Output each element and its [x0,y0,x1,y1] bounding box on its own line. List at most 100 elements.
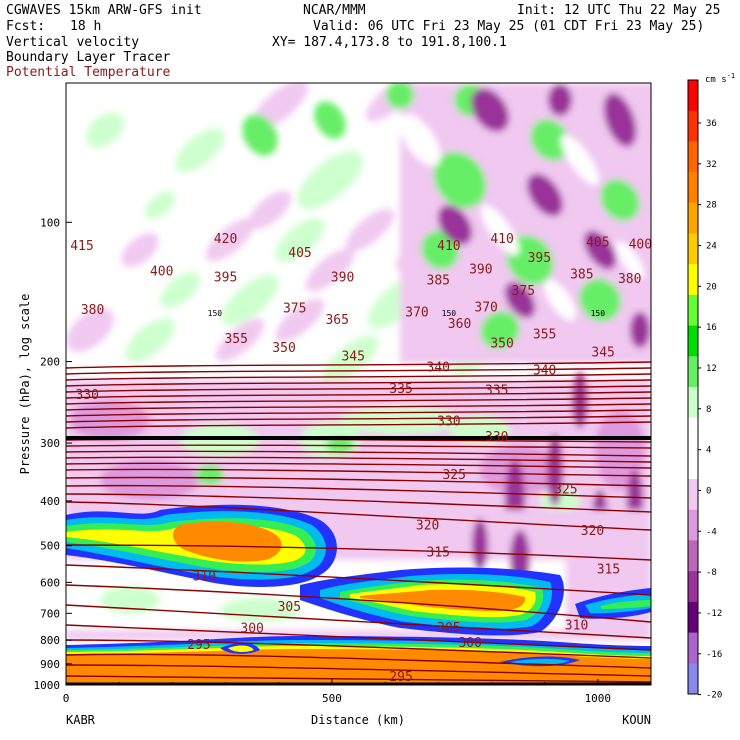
theta-label: 295 [187,638,210,653]
forecast-hour: 18 h [70,19,102,34]
forecast-label: Fcst: [6,19,46,34]
colorbar-swatch [688,110,698,142]
right-station: KOUN [622,713,651,727]
valid-time: Valid: 06 UTC Fri 23 May 25 (01 CDT Fri … [313,19,705,34]
y-axis-label: Pressure (hPa), log scale [18,294,32,475]
theta-label: 420 [214,232,237,247]
theta-label: 385 [570,267,593,282]
colorbar-label: 12 [706,364,717,374]
theta-label: 375 [283,302,306,317]
colorbar-swatch [688,294,698,327]
theta-label: 320 [581,524,604,539]
colorbar-label: -8 [706,568,717,578]
theta-label: 365 [325,313,348,328]
theta-label: 415 [70,239,93,254]
plot-frame [65,82,652,686]
theta-label: 355 [224,332,247,347]
cross-section-coords: XY= 187.4,173.8 to 191.8,100.1 [272,35,507,50]
theta-label: 320 [416,519,439,534]
colorbar-label: 16 [706,323,717,333]
colorbar-swatch [688,571,698,603]
colorbar: 36 32 28 24 20 16 12 8 4 0 -4 -8 -12 -16 -20 [687,79,722,701]
theta-label: 395 [528,251,551,266]
theta-label: 335 [389,382,412,397]
theta-label: 400 [629,237,652,252]
theta-label: 340 [533,363,556,378]
theta-label: 355 [533,328,556,343]
reference-line-label: 150 [591,309,606,318]
theta-label: 325 [554,482,577,497]
theta-label: 310 [565,618,588,633]
theta-label: 405 [586,235,609,250]
init-time: Init: 12 UTC Thu 22 May 25 [517,3,721,18]
theta-label: 330 [485,430,508,445]
colorbar-swatch [688,387,698,419]
theta-contours [66,361,651,683]
theta-label: 325 [442,468,465,483]
colorbar-swatch [688,233,698,265]
theta-label: 395 [214,271,237,286]
x-tick-label: 0 [63,692,70,705]
vertical-velocity-shading: 415 420 405 410 410 405 400 400 395 390 385 390 395 3… [66,83,652,685]
theta-labels: 415 420 405 410 410 405 400 400 395 390 385 390 395 3… [70,232,652,685]
y-tick-label: 100 [40,216,60,229]
theta-label: 400 [150,264,173,279]
reference-line-label: 150 [208,309,223,318]
theta-label: 315 [427,546,450,561]
x-tick-label: 1000 [585,692,612,705]
theta-label: 410 [490,232,513,247]
theta-label: 380 [618,272,641,287]
theta-label: 335 [485,384,508,399]
theta-label: 330 [76,388,99,403]
y-tick-label: 600 [40,576,60,589]
model-title: CGWAVES 15km ARW-GFS init [6,3,202,18]
colorbar-label: 20 [706,282,717,292]
y-axis: 100 200 300 400 500 600 700 800 900 1000 [34,216,72,692]
reference-line-label: 150 [442,309,457,318]
theta-label: 360 [448,317,471,332]
colorbar-unit: cm s-1 [705,72,735,85]
y-tick-label: 400 [40,495,60,508]
theta-label: 340 [427,361,450,376]
colorbar-label: -20 [706,691,722,701]
colorbar-swatch [688,540,698,572]
theta-label: 350 [272,341,295,356]
colorbar-label: 8 [706,405,711,415]
theta-label: 390 [331,271,354,286]
colorbar-swatch [688,448,698,480]
theta-label: 390 [469,263,492,278]
colorbar-frame [687,79,699,695]
colorbar-swatch [688,509,698,541]
colorbar-swatch [688,202,698,234]
theta-label: 405 [288,246,311,261]
x-tick-label: 500 [322,692,342,705]
theta-label: 300 [240,622,263,637]
colorbar-label: 36 [706,119,717,129]
colorbar-label: 28 [706,201,717,211]
y-tick-label: 500 [40,540,60,553]
theta-label: 375 [512,284,535,299]
y-tick-label: 800 [40,634,60,647]
y-tick-label: 700 [40,607,60,620]
y-tick-label: 200 [40,356,60,369]
colorbar-label: 0 [706,486,711,496]
x-axis: 0 500 1000 [63,679,611,705]
colorbar-swatch [688,80,698,112]
theta-label: 345 [591,345,614,360]
colorbar-label: -4 [706,527,717,537]
colorbar-swatch [688,479,698,511]
theta-label: 345 [341,349,364,364]
theta-label: 410 [437,239,460,254]
colorbar-label: 32 [706,160,717,170]
theta-label: 305 [278,600,301,615]
theta-label: 310 [193,570,216,585]
colorbar-swatch [688,356,698,388]
field-potential-temperature: Potential Temperature [6,65,171,80]
y-tick-label: 900 [40,658,60,671]
x-axis-label: Distance (km) [311,713,405,727]
field-boundary-layer-tracer: Boundary Layer Tracer [6,50,171,65]
field-vertical-velocity: Vertical velocity [6,35,140,50]
theta-label: 350 [490,337,513,352]
colorbar-swatch [688,172,698,204]
